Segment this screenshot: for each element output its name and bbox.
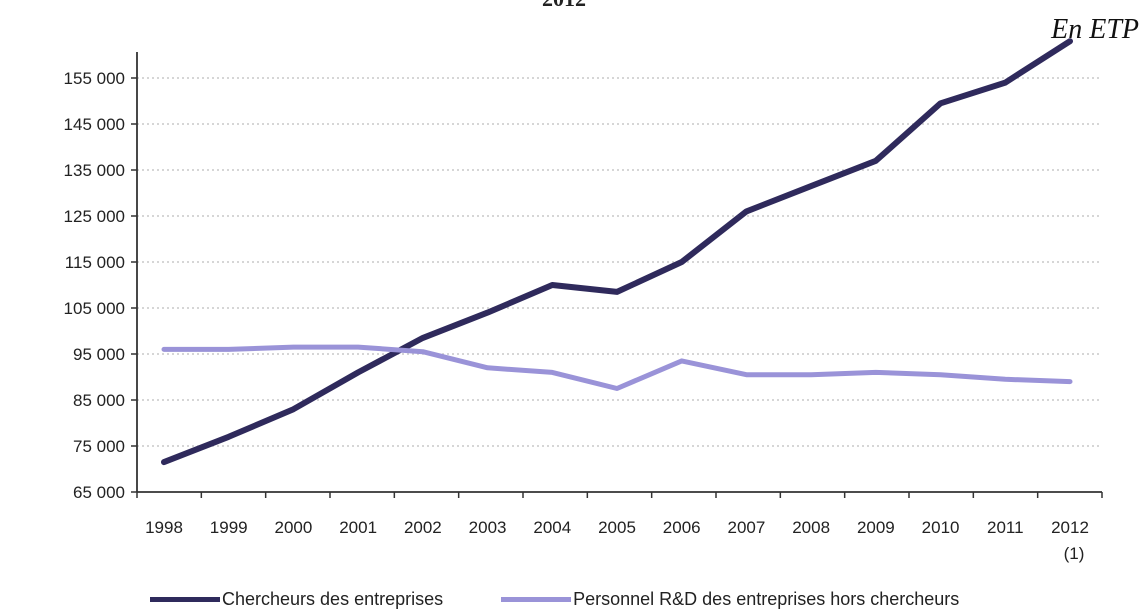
x-tick-label: 2000 xyxy=(275,518,313,537)
legend: Chercheurs des entreprises Personnel R&D… xyxy=(150,586,1017,612)
x-tick-label: 2002 xyxy=(404,518,442,537)
x-tick-label: 1998 xyxy=(145,518,183,537)
y-tick-label: 145 000 xyxy=(64,115,125,134)
y-tick-label: 105 000 xyxy=(64,299,125,318)
x-tick-sublabel: (1) xyxy=(1064,544,1085,563)
y-tick-label: 125 000 xyxy=(64,207,125,226)
y-axis-ticks: 65 000 75 000 85 000 95 000 105 000 115 000 12… xyxy=(64,69,137,502)
x-tick-label: 2011 xyxy=(987,518,1024,537)
x-tick-label: 2008 xyxy=(792,518,830,537)
x-tick-label: 2010 xyxy=(922,518,960,537)
x-tick-label: 2001 xyxy=(339,518,377,537)
y-tick-label: 155 000 xyxy=(64,69,125,88)
line-chart: 65 000 75 000 85 000 95 000 105 000 115 000 12… xyxy=(64,38,1103,563)
axes xyxy=(136,52,1102,493)
x-tick-label: 2003 xyxy=(469,518,507,537)
x-tick-label: 2004 xyxy=(533,518,571,537)
x-tick-label: 2009 xyxy=(857,518,895,537)
x-tick-label: 1999 xyxy=(210,518,248,537)
gridlines xyxy=(137,77,1102,447)
legend-label-chercheurs: Chercheurs des entreprises xyxy=(222,588,444,609)
y-tick-label: 85 000 xyxy=(73,391,125,410)
series-lines xyxy=(161,38,1073,466)
x-tick-label: 2012 xyxy=(1051,518,1089,537)
unit-label: En ETP xyxy=(1051,14,1139,45)
cropped-title-fragment: 2012 xyxy=(542,0,586,12)
series-line-0 xyxy=(161,38,1073,466)
y-tick-label: 75 000 xyxy=(73,437,125,456)
legend-item-personnel: Personnel R&D des entreprises hors cherc… xyxy=(501,589,959,610)
y-tick-label: 135 000 xyxy=(64,161,125,180)
y-tick-label: 65 000 xyxy=(73,483,125,502)
x-tick-label: 2005 xyxy=(598,518,636,537)
x-tick-label: 2006 xyxy=(663,518,701,537)
legend-swatch-chercheurs xyxy=(150,596,220,602)
y-tick-label: 115 000 xyxy=(65,253,125,272)
legend-swatch-personnel xyxy=(501,596,572,602)
x-axis-ticks: 1998 1999 2000 2001 2002 2003 2004 2005 2006 2007… xyxy=(136,492,1103,563)
legend-item-chercheurs: Chercheurs des entreprises xyxy=(150,589,443,610)
y-tick-label: 95 000 xyxy=(73,345,125,364)
legend-label-personnel: Personnel R&D des entreprises hors cherc… xyxy=(573,588,960,609)
x-tick-label: 2007 xyxy=(728,518,766,537)
